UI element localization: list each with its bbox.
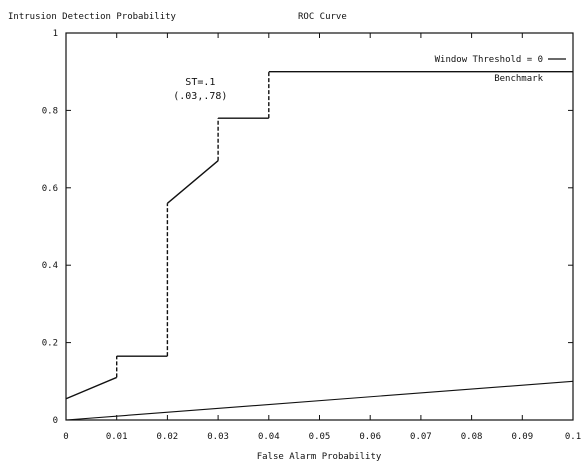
y-tick-label: 0.4 <box>42 261 58 271</box>
y-tick-label: 1 <box>53 29 58 39</box>
annotation-line-1: ST=.1 <box>185 77 215 88</box>
roc-segment-4 <box>166 160 219 204</box>
x-tick-label: 0.04 <box>258 432 280 442</box>
chart-title: ROC Curve <box>298 12 347 22</box>
benchmark-line <box>65 380 574 421</box>
x-tick-label: 0.02 <box>157 432 179 442</box>
y-tick-label: 0.2 <box>42 339 58 349</box>
x-tick-label: 0.09 <box>511 432 533 442</box>
x-tick-label: 0.08 <box>461 432 483 442</box>
legend-label-benchmark: Benchmark <box>494 74 543 84</box>
legend-label-window-threshold: Window Threshold = 0 <box>435 55 543 65</box>
x-tick-label: 0.01 <box>106 432 128 442</box>
x-axis-title: False Alarm Probability <box>257 452 382 462</box>
legend: Window Threshold = 0 Benchmark <box>435 55 566 84</box>
x-tick-label: 0.06 <box>359 432 381 442</box>
roc-segment-0 <box>65 376 117 400</box>
plot-frame <box>65 32 574 421</box>
x-tick-label: 0.05 <box>309 432 331 442</box>
axis-ticks: 0 0.01 0.02 0.03 0.04 0.05 0.06 0.07 0.08 0.09 0.1… <box>42 29 581 442</box>
x-tick-label: 0 <box>63 432 68 442</box>
y-tick-label: 0.8 <box>42 106 58 116</box>
y-tick-label: 0 <box>53 416 58 426</box>
annotation-line-2: (.03,.78) <box>173 91 227 102</box>
y-axis-title: Intrusion Detection Probability <box>8 12 177 22</box>
x-tick-label: 0.03 <box>207 432 229 442</box>
y-tick-label: 0.6 <box>42 184 58 194</box>
x-tick-label: 0.1 <box>565 432 581 442</box>
series-group <box>65 70 574 421</box>
annotation-st: ST=.1 (.03,.78) <box>173 77 227 102</box>
x-tick-label: 0.07 <box>410 432 432 442</box>
